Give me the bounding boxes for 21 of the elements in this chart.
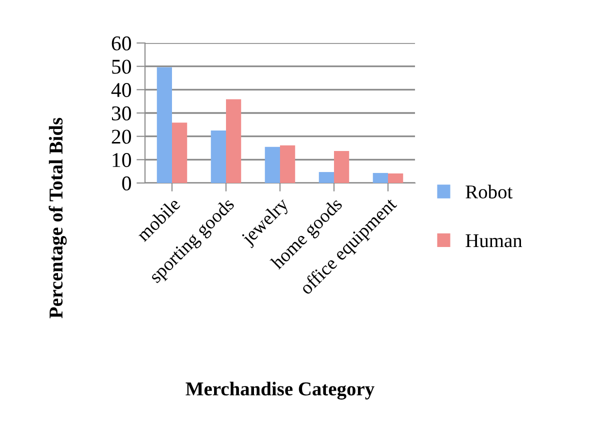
- bar: [372, 172, 388, 183]
- legend-label: Human: [466, 234, 522, 248]
- y-tick-label: 30: [112, 106, 132, 120]
- bar: [388, 173, 404, 183]
- legend-label: Robot: [466, 184, 513, 198]
- y-tick-label: 0: [122, 176, 132, 190]
- y-tick-label: 60: [112, 36, 132, 50]
- bar: [226, 99, 242, 183]
- x-axis-title: Merchandise Category: [186, 382, 374, 400]
- bar: [156, 67, 172, 183]
- y-axis-title: Percentage of Total Bids: [48, 118, 67, 318]
- y-tick-label: 40: [111, 83, 132, 98]
- bar: [210, 130, 226, 183]
- y-tick-label: 20: [112, 130, 132, 144]
- bar: [280, 145, 296, 183]
- bar: [334, 151, 350, 183]
- bar: [264, 146, 280, 183]
- y-tick-label: 10: [112, 153, 132, 168]
- bar: [318, 172, 334, 183]
- bar: [172, 122, 188, 183]
- y-tick-label: 50: [112, 60, 132, 74]
